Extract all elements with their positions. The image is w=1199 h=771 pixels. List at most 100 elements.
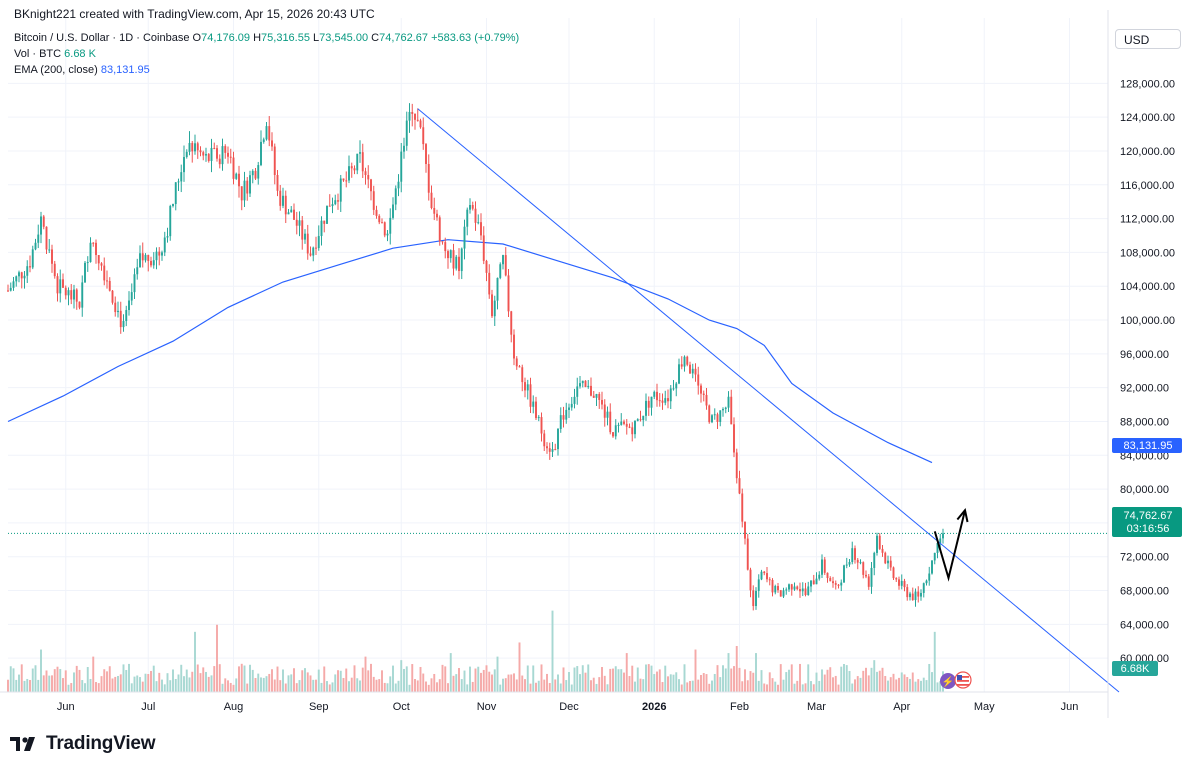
price-grid <box>8 18 1108 692</box>
volume-bar <box>326 681 328 692</box>
projection-arrow[interactable] <box>933 510 966 582</box>
candle-body <box>548 448 551 452</box>
volume-bar <box>656 671 658 692</box>
candle-body <box>287 212 290 215</box>
candle-body <box>562 415 565 420</box>
volume-bar <box>581 665 584 692</box>
volume-bar <box>856 676 859 692</box>
event-icons[interactable]: ⚡ <box>940 671 972 689</box>
candle-body <box>790 584 793 590</box>
volume-bar <box>276 666 279 692</box>
volume-bar <box>414 678 416 692</box>
volume-bar <box>53 669 56 692</box>
tradingview-logo-icon <box>10 737 35 751</box>
trend-line[interactable] <box>417 108 1120 693</box>
volume-bar <box>614 666 617 692</box>
volume-bar <box>763 683 766 692</box>
candle-body <box>898 579 900 586</box>
volume-bar <box>268 673 271 692</box>
candle-body <box>559 415 562 429</box>
event-lightning-icon[interactable] <box>940 673 956 689</box>
volume-bar <box>680 684 683 692</box>
candle-body <box>917 591 920 597</box>
candle-body <box>920 592 922 597</box>
candle-body <box>128 300 130 311</box>
volume-bar <box>235 678 238 692</box>
volume-bar <box>408 684 411 692</box>
candle-body <box>474 208 477 223</box>
candle-body <box>722 408 724 411</box>
volume-bar <box>920 680 922 692</box>
candle-body <box>642 415 645 421</box>
candle-body <box>224 146 227 153</box>
candle-body <box>62 279 64 288</box>
candle-body <box>774 586 777 593</box>
volume-bar <box>548 683 551 692</box>
candle-body <box>337 200 339 202</box>
volume-bar <box>238 666 240 692</box>
volume-bar <box>779 664 782 692</box>
volume-bar <box>488 671 491 692</box>
candle-body <box>279 190 282 206</box>
candle-body <box>636 419 639 421</box>
candle-body <box>730 396 733 425</box>
volume-bar <box>56 666 59 692</box>
candle-body <box>53 263 56 277</box>
volume-bar <box>31 668 34 692</box>
time-tick-label: Jul <box>141 701 155 713</box>
volume-bar <box>383 682 386 692</box>
volume-bar <box>273 679 276 692</box>
volume-bar <box>128 663 130 692</box>
volume-bar <box>513 673 515 692</box>
candle-body <box>282 195 284 206</box>
volume-bar <box>722 665 724 692</box>
volume-bar <box>449 653 452 692</box>
candle-body <box>381 222 383 224</box>
volume-bar <box>381 670 383 692</box>
volume-bar <box>603 675 606 692</box>
candle-body <box>895 578 898 580</box>
price-axis[interactable]: 60,000.0064,000.0068,000.0072,000.0076,0… <box>0 10 1175 718</box>
volume-bar <box>491 674 493 692</box>
volume-bar <box>854 679 856 692</box>
symbol-title[interactable]: Bitcoin / U.S. Dollar · 1D · Coinbase <box>14 32 190 44</box>
volume-bar <box>865 667 867 692</box>
volume-bar <box>394 683 397 692</box>
candle-body <box>416 119 419 121</box>
candle-body <box>249 175 251 194</box>
volume-bar <box>378 679 381 692</box>
volume-bar <box>306 672 309 692</box>
volume-bar <box>119 674 122 692</box>
currency-selector[interactable]: USD <box>1115 29 1181 49</box>
candle-body <box>194 143 196 152</box>
volume-bar <box>625 653 628 692</box>
volume-label[interactable]: Vol · BTC <box>14 48 62 60</box>
volume-bar <box>606 684 609 692</box>
volume-bar <box>873 660 876 692</box>
volume-bar <box>45 670 48 692</box>
time-tick-label: Mar <box>807 701 826 713</box>
tradingview-logo[interactable]: TradingView <box>10 733 156 755</box>
volume-bar <box>689 680 691 692</box>
volume-bar <box>906 677 909 692</box>
candle-body <box>466 209 469 227</box>
volume-bar <box>312 679 315 692</box>
candle-body <box>59 279 62 294</box>
price-tick-label: 64,000.00 <box>1120 619 1169 631</box>
candle-body <box>887 560 889 564</box>
volume-bar <box>471 681 474 692</box>
candle-body <box>78 301 81 308</box>
candle-body <box>221 146 224 165</box>
volume-bar <box>243 665 246 692</box>
volume-bar <box>793 683 796 692</box>
volume-bar <box>683 664 686 692</box>
volume-bar <box>815 672 818 692</box>
flag-stripe <box>957 676 969 678</box>
candle-body <box>372 191 375 210</box>
open-value: 74,176.09 <box>201 32 251 44</box>
time-axis[interactable]: Jun Jul Aug Sep Oct Nov Dec 2026 Feb Mar Apr May Jun <box>57 701 1079 713</box>
volume-bar <box>389 676 392 692</box>
candle-body <box>268 126 271 141</box>
ema-label[interactable]: EMA (200, close) <box>14 64 98 76</box>
